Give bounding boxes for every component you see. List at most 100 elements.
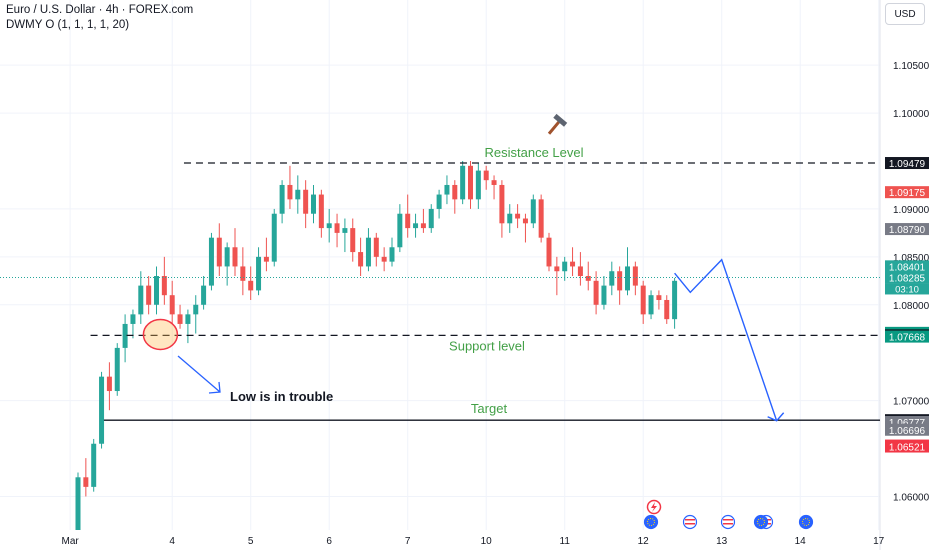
candle-body xyxy=(664,299,670,320)
candle-body xyxy=(507,213,513,224)
indicator-label: DWMY O (1, 1, 1, 1, 20) xyxy=(6,19,130,31)
candle-body xyxy=(240,266,246,281)
candle-body xyxy=(91,443,97,487)
arrow-shaft xyxy=(177,355,221,393)
y-tick-label: 1.08500 xyxy=(893,253,930,264)
candle-body xyxy=(83,477,89,487)
price-tag-text: 1.09479 xyxy=(889,159,926,170)
price-tag-text: 1.08401 xyxy=(889,262,926,273)
x-tick-label: 17 xyxy=(873,536,885,547)
candle-body xyxy=(295,189,301,200)
candle-body xyxy=(389,247,395,262)
us-flag-icon xyxy=(682,514,698,530)
candle-body xyxy=(146,285,152,305)
lightning-bolt xyxy=(651,502,657,512)
candle-body xyxy=(177,314,183,324)
x-tick-label: 5 xyxy=(248,536,254,547)
eu-flag-icon xyxy=(643,514,659,530)
candle-body xyxy=(640,285,646,315)
candle-body xyxy=(460,165,466,200)
candle-body xyxy=(397,213,403,248)
candle-body xyxy=(122,323,128,348)
candles xyxy=(75,161,678,530)
x-tick-label: 11 xyxy=(560,536,571,547)
countdown-bg xyxy=(885,283,929,295)
y-tick-label: 1.07000 xyxy=(893,397,930,408)
price-tag-bg xyxy=(885,186,929,199)
candle-body xyxy=(201,285,207,305)
candle-body xyxy=(271,213,277,262)
candle-body xyxy=(625,266,630,291)
candle-body xyxy=(365,237,371,267)
x-tick-label: 7 xyxy=(405,536,411,547)
eu-stars xyxy=(802,518,810,526)
projection-path xyxy=(674,258,778,421)
candle-body xyxy=(232,247,238,267)
candle-body xyxy=(138,285,144,315)
event-icons xyxy=(643,499,814,530)
price-tag-text: 1.07668 xyxy=(889,333,926,344)
x-tick-label: Mar xyxy=(62,536,80,547)
eu-stars xyxy=(647,518,655,526)
candle-body xyxy=(609,271,615,286)
candle-body xyxy=(263,256,269,262)
flag-circle xyxy=(753,514,769,530)
candle-body xyxy=(452,184,458,200)
lightning-icon xyxy=(646,499,662,515)
price-tag: 1.09479 xyxy=(885,157,929,170)
price-tag-bg xyxy=(885,157,929,170)
candle-body xyxy=(656,295,662,300)
candle-body xyxy=(530,199,536,224)
candle-body xyxy=(99,376,105,444)
candle-body xyxy=(373,237,379,257)
candle-body xyxy=(358,252,364,267)
candle-body xyxy=(538,199,544,238)
price-tag-bg xyxy=(885,223,929,236)
us-stripe xyxy=(723,519,733,521)
candle-body xyxy=(154,276,159,305)
candle-body xyxy=(216,237,222,267)
currency-button[interactable]: USD xyxy=(885,3,925,25)
flag-circle xyxy=(682,514,698,530)
candle-body xyxy=(106,376,112,392)
candle-body xyxy=(562,261,568,272)
candle-body xyxy=(208,237,214,286)
low-arrow xyxy=(177,355,221,394)
grid xyxy=(0,0,880,530)
price-tag-text: 1.06777 xyxy=(889,418,926,429)
us-flag-icon xyxy=(720,514,736,530)
low-highlight-circle xyxy=(142,318,179,351)
x-tick-label: 13 xyxy=(716,536,728,547)
price-tag: 1.09175 xyxy=(885,186,929,199)
candle-body xyxy=(248,280,254,291)
candle-body xyxy=(334,223,340,233)
price-tag: 1.08790 xyxy=(885,223,929,236)
projection-arrow-head xyxy=(767,412,785,422)
y-tick-label: 1.08000 xyxy=(893,301,930,312)
price-tag-bg xyxy=(885,260,929,273)
candle-body xyxy=(303,189,309,214)
candle-body xyxy=(311,194,316,214)
candle-body xyxy=(185,314,191,324)
candle-body xyxy=(326,223,332,229)
price-tag-bg xyxy=(885,440,929,453)
y-tick-label: 1.09000 xyxy=(893,205,930,216)
candle-body xyxy=(546,237,552,267)
price-tag-text: 1.08790 xyxy=(889,225,926,236)
low-annotation-text: Low is in trouble xyxy=(230,389,333,404)
us-stripe xyxy=(685,519,695,521)
price-tag: 1.06521 xyxy=(885,440,929,454)
hammer-handle xyxy=(547,120,561,135)
target-label: Target xyxy=(471,401,508,416)
candle-body xyxy=(75,477,81,530)
price-tag-text: 1.08285 xyxy=(889,273,926,284)
price-tag-text: 1.06696 xyxy=(889,426,926,437)
candle-body xyxy=(381,256,387,262)
hammer-head xyxy=(553,113,568,127)
flag-circle xyxy=(720,514,736,530)
eu-flag-icon xyxy=(753,514,769,530)
price-tag: 1.08401 xyxy=(885,260,929,273)
candle-body xyxy=(420,223,426,229)
candle-body xyxy=(342,228,348,233)
